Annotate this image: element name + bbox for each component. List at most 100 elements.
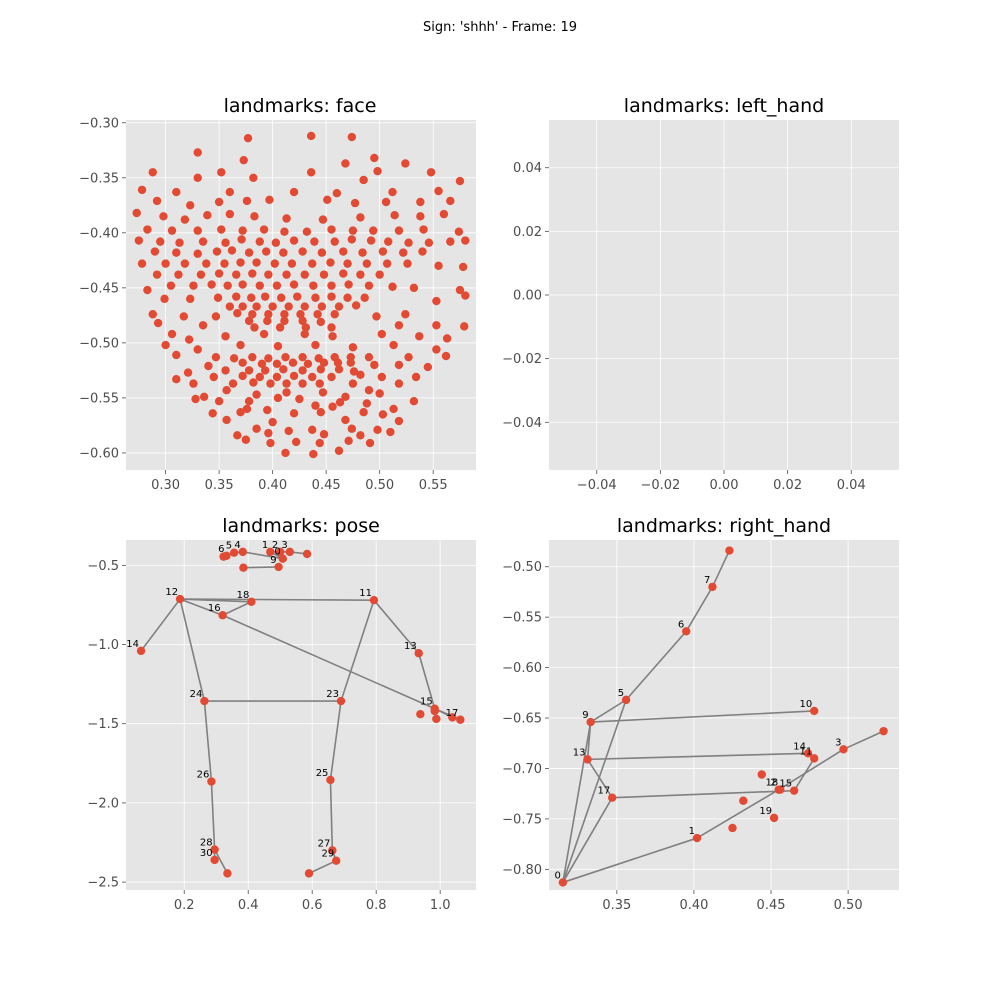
pose-landmark-point: [276, 547, 285, 557]
face-landmark-point: [377, 329, 387, 339]
face-landmark-point: [442, 334, 452, 343]
face-landmark-point: [257, 359, 267, 368]
pose-landmark-point: [207, 777, 216, 786]
face-x-tick-label: 0.40: [258, 478, 287, 493]
face-landmark-point: [222, 415, 231, 425]
right-hand-landmark-label: 10: [799, 699, 812, 710]
face-landmark-point: [348, 343, 358, 352]
pose-connection-line: [417, 653, 436, 709]
right-hand-landmark-label: 15: [779, 779, 792, 790]
face-landmark-point: [134, 236, 144, 245]
right-hand-x-tick-label: 0.45: [757, 898, 786, 913]
pose-connection-line: [180, 598, 374, 601]
face-landmark-point: [446, 196, 455, 206]
pose-landmark-point: [223, 869, 232, 878]
face-landmark-point: [394, 360, 404, 370]
face-landmark-point: [184, 335, 194, 344]
right-hand-connection-line: [793, 757, 815, 792]
face-landmark-point: [308, 372, 317, 382]
right-hand-y-tick-label: −0.60: [502, 661, 542, 676]
face-landmark-point: [311, 401, 320, 410]
pose-landmark-point: [304, 869, 314, 878]
face-landmark-point: [356, 431, 365, 440]
face-landmark-point: [375, 270, 384, 279]
face-landmark-point: [416, 197, 425, 207]
face-landmark-point: [350, 198, 360, 208]
face-landmark-point: [272, 359, 282, 368]
face-landmark-point: [279, 365, 288, 374]
face-landmark-point: [394, 226, 404, 235]
pose-y-tick-label: −1.5: [87, 717, 119, 732]
pose-connection-line: [203, 700, 213, 782]
right-hand-landmark-point: [769, 813, 779, 823]
face-landmark-point: [152, 196, 162, 206]
face-landmark-point: [334, 365, 344, 374]
face-landmark-point: [373, 425, 382, 435]
face-landmark-point: [137, 259, 147, 268]
right-hand-landmark-point: [789, 786, 799, 795]
pose-connection-line: [140, 598, 181, 652]
face-landmark-point: [264, 310, 273, 319]
face-landmark-point: [222, 386, 231, 395]
face-landmark-point: [372, 312, 381, 321]
face-landmark-point: [198, 321, 208, 330]
face-landmark-point: [446, 237, 455, 246]
face-landmark-point: [143, 225, 152, 234]
left-hand-y-tick-label: −0.04: [502, 416, 542, 431]
face-landmark-point: [346, 358, 355, 367]
face-landmark-point: [455, 176, 465, 186]
face-landmark-point: [260, 292, 270, 301]
face-landmark-point: [351, 301, 361, 310]
face-landmark-point: [137, 185, 147, 195]
pose-landmark-point: [326, 775, 335, 785]
face-landmark-point: [273, 393, 283, 403]
pose-x-tick-label: 0.6: [302, 898, 323, 913]
face-landmark-point: [212, 247, 222, 256]
face-landmark-point: [272, 372, 282, 382]
face-landmark-point: [319, 358, 329, 367]
left-hand-y-tick-label: 0.00: [513, 289, 542, 304]
right-hand-y-tick-label: −0.65: [502, 712, 542, 727]
face-landmark-point: [461, 236, 470, 245]
face-landmark-point: [432, 296, 441, 306]
face-landmark-point: [335, 398, 345, 407]
pose-x-tick-label: 0.2: [174, 898, 195, 913]
pose-connection-line: [213, 849, 229, 874]
right-hand-landmark-label: 18: [766, 778, 779, 789]
pose-connection-line: [329, 700, 342, 781]
face-landmark-point: [271, 238, 281, 247]
left-hand-x-tick-label: 0.04: [837, 478, 866, 493]
face-landmark-point: [370, 153, 379, 163]
face-landmark-point: [364, 281, 374, 290]
face-x-tick-label: 0.45: [312, 478, 341, 493]
face-landmark-point: [236, 340, 245, 350]
face-landmark-point: [356, 370, 365, 379]
pose-landmark-label: 25: [316, 768, 329, 779]
face-landmark-point: [264, 354, 273, 363]
right-hand-connection-line: [590, 710, 815, 723]
face-landmark-point: [432, 321, 441, 330]
face-landmark-point: [160, 294, 169, 304]
face-landmark-point: [330, 237, 339, 246]
face-landmark-point: [318, 215, 328, 224]
right-hand-connection-line: [696, 788, 780, 839]
face-landmark-point: [401, 159, 410, 168]
face-landmark-point: [306, 168, 316, 177]
pose-connection-line: [222, 614, 436, 710]
face-landmark-point: [330, 310, 339, 319]
face-landmark-point: [378, 410, 388, 419]
pose-x-tick-label: 1.0: [430, 898, 451, 913]
face-landmark-point: [369, 226, 378, 235]
face-landmark-point: [295, 394, 304, 404]
face-x-tick-label: 0.55: [419, 478, 448, 493]
face-landmark-point: [356, 213, 365, 222]
face-landmark-point: [389, 404, 398, 414]
face-landmark-point: [360, 293, 369, 302]
right-hand-y-tick-label: −0.70: [502, 762, 542, 777]
face-y-tick-label: −0.30: [79, 116, 119, 131]
pose-connection-line: [210, 781, 216, 850]
right-hand-landmark-point: [809, 754, 819, 763]
face-landmark-point: [191, 394, 200, 404]
face-landmark-point: [249, 378, 258, 387]
